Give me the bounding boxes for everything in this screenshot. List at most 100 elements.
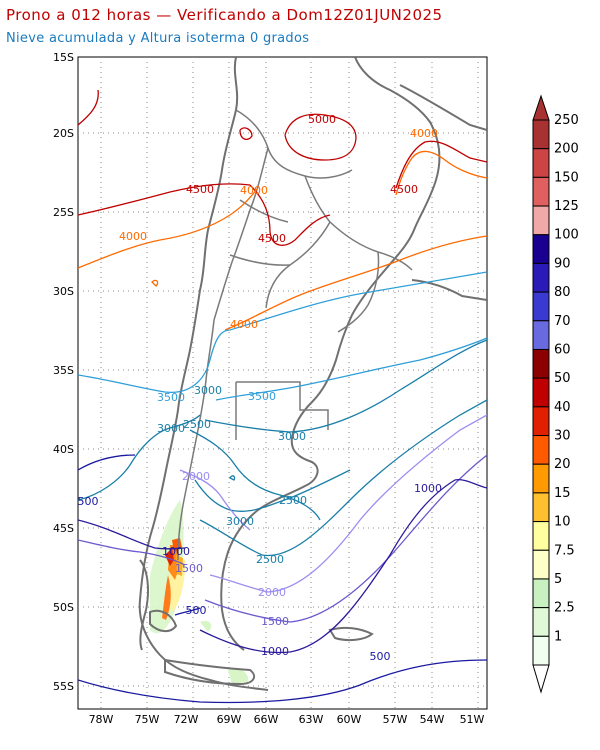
colorbar-swatch xyxy=(532,291,550,322)
country-borders xyxy=(177,109,413,561)
colorbar-swatch xyxy=(532,463,550,494)
lat-label: 50S xyxy=(53,601,74,614)
colorbar-label: 20 xyxy=(554,457,571,472)
colorbar-label: 200 xyxy=(554,142,579,157)
latitude-axis: 15S 20S 25S 30S 35S 40S 45S 50S 55S xyxy=(53,51,74,693)
colorbar-swatch xyxy=(532,635,550,666)
contour-label: 500 xyxy=(78,495,99,508)
colorbar-swatch xyxy=(532,607,550,637)
lon-label: 66W xyxy=(254,713,279,726)
colorbar-label: 50 xyxy=(554,371,571,386)
contour-500-far xyxy=(78,659,487,704)
colorbar-swatch xyxy=(532,234,550,264)
contour-2500-south xyxy=(199,399,487,557)
contour-label: 4000 xyxy=(240,184,268,197)
lat-label: 25S xyxy=(53,206,74,219)
contour-2000 xyxy=(179,469,251,531)
contour-4000-west xyxy=(78,187,259,269)
contour-label: 4500 xyxy=(390,183,418,196)
contour-4500-center xyxy=(249,184,331,246)
colorbar-swatch xyxy=(532,148,550,178)
colorbar-top-arrow xyxy=(532,94,550,121)
contour-label: 3000 xyxy=(226,515,254,528)
contour-label: 4000 xyxy=(119,230,147,243)
colorbar-label: 60 xyxy=(554,342,571,357)
lat-label: 30S xyxy=(53,285,74,298)
contour-label: 4500 xyxy=(186,183,214,196)
colorbar-label: 1 xyxy=(554,629,562,644)
contour-label: 500 xyxy=(186,604,207,617)
colorbar-label: 150 xyxy=(554,170,579,185)
map-subtitle: Nieve acumulada y Altura isoterma 0 grad… xyxy=(6,31,310,46)
lon-label: 60W xyxy=(337,713,362,726)
contour-label: 2000 xyxy=(182,470,210,483)
contour-label: 5000 xyxy=(308,113,336,126)
longitude-axis: 78W 75W 72W 69W 66W 63W 60W 57W 54W 51W xyxy=(89,713,485,726)
contour-2500 xyxy=(189,429,321,521)
colorbar-swatch xyxy=(532,119,550,150)
contour-4500-west xyxy=(78,183,251,216)
contour-1500-south xyxy=(204,454,487,623)
graticule xyxy=(78,57,487,709)
contour-3000-east xyxy=(204,339,487,433)
lon-label: 69W xyxy=(217,713,242,726)
colorbar-label: 100 xyxy=(554,228,579,243)
coastlines xyxy=(138,57,487,691)
contour-500-south xyxy=(174,607,201,616)
lon-label: 78W xyxy=(89,713,114,726)
contour-4500-nw xyxy=(78,89,99,126)
contour-1000-south xyxy=(199,478,487,654)
colorbar-label: 80 xyxy=(554,285,571,300)
colorbar-swatch xyxy=(532,205,550,236)
contour-1000 xyxy=(78,519,186,550)
colorbar: 250 200 150 125 100 90 80 70 60 50 40 30 20 15 10 7.5 5 2… xyxy=(532,94,579,694)
lon-label: 75W xyxy=(135,713,160,726)
lat-label: 15S xyxy=(53,51,74,64)
colorbar-swatch xyxy=(532,377,550,408)
colorbar-label: 2.5 xyxy=(554,601,575,616)
colorbar-label: 90 xyxy=(554,256,571,271)
contour-label: 1000 xyxy=(261,645,289,658)
contour-1500 xyxy=(78,539,186,566)
contour-label: 2500 xyxy=(183,418,211,431)
lat-label: 35S xyxy=(53,364,74,377)
contour-label: 500 xyxy=(370,650,391,663)
contour-label: 4000 xyxy=(230,318,258,331)
lat-label: 45S xyxy=(53,522,74,535)
contour-label: 1500 xyxy=(175,562,203,575)
contour-500 xyxy=(78,454,136,471)
colorbar-swatch xyxy=(532,492,550,523)
lon-label: 51W xyxy=(460,713,485,726)
contour-label: 3000 xyxy=(278,430,306,443)
colorbar-label: 125 xyxy=(554,199,579,214)
lat-label: 20S xyxy=(53,127,74,140)
colorbar-swatch xyxy=(532,435,550,465)
colorbar-swatch xyxy=(532,549,550,580)
contour-label: 4500 xyxy=(258,232,286,245)
colorbar-label: 70 xyxy=(554,314,571,329)
lon-label: 63W xyxy=(299,713,324,726)
contour-label: 2500 xyxy=(256,553,284,566)
colorbar-swatch xyxy=(532,578,550,609)
colorbar-swatch xyxy=(532,521,550,551)
contour-4500-east xyxy=(395,140,487,189)
colorbar-bottom-arrow xyxy=(532,664,550,694)
colorbar-swatch xyxy=(532,262,550,293)
lat-label: 55S xyxy=(53,680,74,693)
contour-label: 3000 xyxy=(157,422,185,435)
colorbar-label: 5 xyxy=(554,572,562,587)
contour-4000-east xyxy=(395,150,487,196)
contour-4000-south xyxy=(224,235,487,331)
contour-label: 2000 xyxy=(258,586,286,599)
contour-3500 xyxy=(78,271,487,394)
colorbar-label: 30 xyxy=(554,429,571,444)
colorbar-swatch xyxy=(532,176,550,207)
contour-2000-south xyxy=(209,414,487,593)
contour-5000 xyxy=(284,113,357,161)
plot-frame xyxy=(77,56,488,710)
contour-label: 2500 xyxy=(279,494,307,507)
lat-label: 40S xyxy=(53,443,74,456)
colorbar-label: 7.5 xyxy=(554,543,575,558)
contour-3500-south xyxy=(215,337,487,401)
